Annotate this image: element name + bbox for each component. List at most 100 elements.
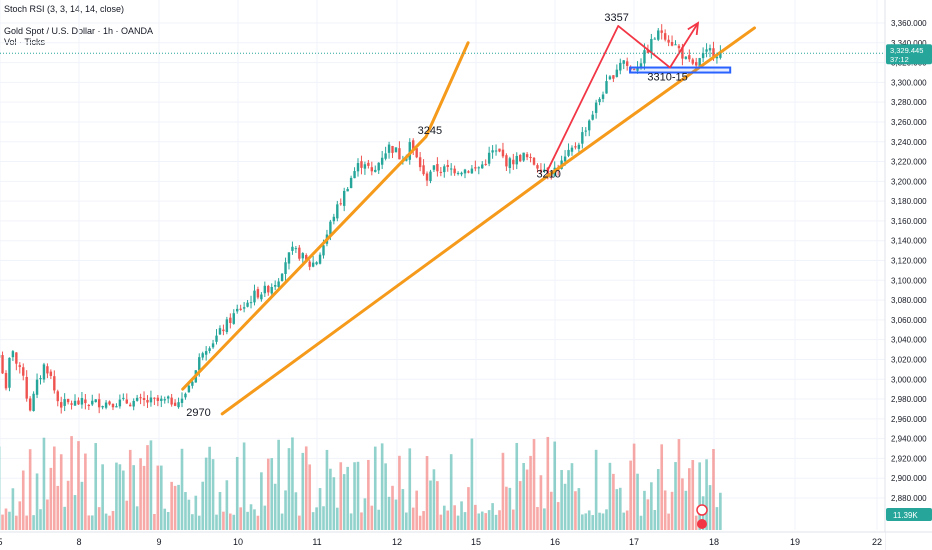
candle-body (118, 399, 122, 407)
volume-bar (425, 456, 429, 530)
volume-bar (474, 504, 477, 530)
candle-body (605, 81, 608, 94)
volume-bar (229, 513, 232, 530)
volume-bar (184, 492, 187, 530)
candle-body (622, 60, 625, 64)
volume-bar (146, 445, 149, 530)
candle-body (456, 172, 460, 174)
candle-body (249, 302, 253, 304)
candle-body (422, 165, 425, 175)
volume-bar (625, 510, 629, 530)
candle-body (339, 203, 342, 205)
volume-bar (691, 460, 695, 530)
candle-body (32, 393, 35, 412)
volume-bar (546, 436, 550, 530)
candle-body (577, 144, 581, 149)
volume-bar (253, 509, 256, 530)
candle-body (657, 30, 660, 40)
volume-bar (712, 449, 715, 530)
candle-body (650, 38, 653, 53)
x-tick-label: 9 (156, 537, 161, 547)
volume-bar (584, 513, 588, 530)
candle-body (443, 166, 446, 173)
y-tick-label: 3,000.000 (891, 375, 927, 384)
candle-body (446, 165, 449, 167)
volume-bar (284, 490, 287, 530)
volume-bar (111, 510, 115, 530)
volume-bar (194, 495, 198, 530)
candle-body (591, 114, 594, 120)
volume-bar (505, 486, 508, 530)
candle-body (539, 169, 543, 173)
volume-bar (304, 446, 308, 530)
candle-body (515, 155, 518, 165)
candle-body (11, 351, 15, 358)
volume-bar (177, 484, 180, 530)
candle-body (139, 397, 142, 399)
volume-bar (159, 465, 163, 530)
volume-bar (615, 489, 619, 530)
candle-body (97, 399, 101, 408)
volume-bar (32, 515, 35, 530)
candle-body (439, 171, 443, 173)
price-annotation: 2970 (186, 407, 210, 419)
candle-body (153, 397, 156, 399)
candle-body (667, 39, 670, 43)
candle-body (73, 400, 77, 406)
candle-body (104, 402, 108, 408)
volume-bar (719, 492, 722, 530)
volume-bar (411, 507, 415, 530)
candle-body (208, 348, 211, 351)
volume-bar (256, 515, 260, 530)
candle-body (122, 397, 125, 399)
candle-body (670, 41, 674, 46)
candle-body (8, 357, 11, 388)
candle-body (481, 164, 484, 169)
candle-body (570, 147, 574, 152)
volume-bar (398, 455, 401, 530)
candle-body (484, 163, 487, 165)
candle-body (574, 146, 577, 148)
candle-body (236, 308, 239, 312)
volume-bar (567, 470, 570, 530)
candle-body (287, 252, 291, 264)
volume-bar (467, 487, 470, 530)
candle-body (80, 398, 84, 405)
volume-bar (339, 462, 343, 530)
candle-body (277, 281, 280, 288)
candle-body (674, 44, 677, 46)
candle-body (225, 319, 229, 333)
candle-body (284, 262, 287, 274)
candle-body (28, 398, 32, 411)
candle-body (398, 148, 401, 160)
volume-bar (277, 439, 280, 530)
volume-bar (363, 498, 367, 530)
volume-bar (367, 459, 370, 530)
candle-body (184, 393, 187, 398)
volume-bar (643, 490, 646, 530)
volume-bar (670, 491, 674, 530)
volume-bar (166, 512, 170, 530)
volume-bar (460, 501, 463, 530)
candle-body (519, 155, 522, 162)
candle-body (256, 289, 260, 298)
candle-body (432, 165, 436, 170)
candle-body (18, 365, 22, 367)
volume-bar (563, 483, 567, 530)
volume-bar (618, 487, 622, 530)
volume-bar (222, 511, 225, 530)
candle-body (318, 254, 322, 264)
volume-bar (477, 513, 481, 530)
volume-bar (639, 515, 643, 530)
volume-title: Vol · Ticks (4, 37, 46, 47)
volume-bar (84, 453, 87, 530)
candle-body (115, 406, 118, 408)
volume-bar (501, 452, 505, 530)
volume-bar (46, 499, 49, 530)
candle-body (712, 48, 715, 57)
volume-bar (197, 515, 201, 530)
volume-bar (650, 482, 653, 530)
candle-body (311, 262, 315, 267)
candle-body (715, 56, 719, 59)
